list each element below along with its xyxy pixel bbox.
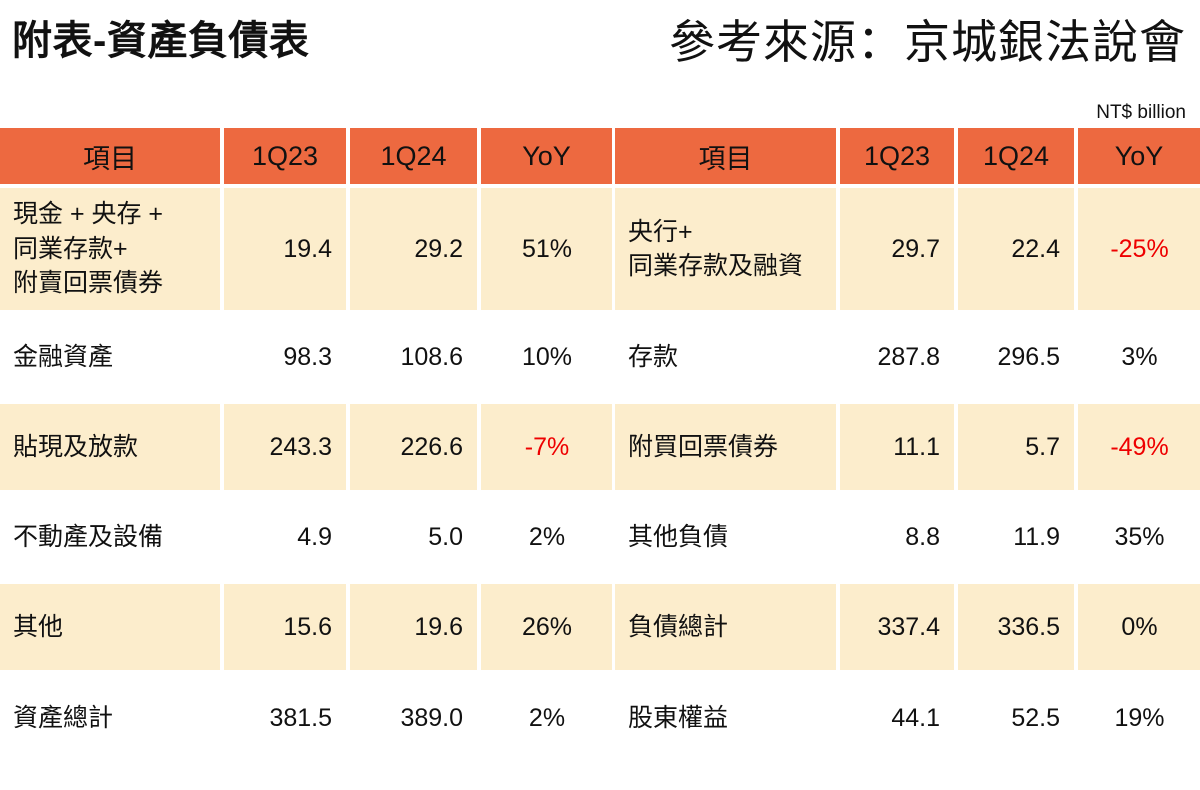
value-1q24: 226.6 — [346, 400, 481, 494]
value-1q24: 5.0 — [346, 490, 481, 584]
column-header-1q23: 1Q23 — [220, 128, 350, 188]
value-yoy: 19% — [1074, 670, 1200, 762]
table-row: 貼現及放款 243.3 226.6 -7% — [0, 400, 612, 494]
column-header-1q24: 1Q24 — [346, 128, 481, 188]
value-1q24: 108.6 — [346, 310, 481, 404]
table-row: 其他 15.6 19.6 26% — [0, 580, 612, 674]
value-1q24: 296.5 — [954, 310, 1078, 404]
table-row: 附買回票債券 11.1 5.7 -49% — [615, 400, 1200, 494]
page-title: 附表-資產負債表 — [12, 19, 310, 63]
value-1q23: 381.5 — [220, 670, 350, 762]
value-yoy: 10% — [477, 310, 612, 404]
row-label: 不動產及設備 — [0, 490, 224, 584]
value-yoy: 35% — [1074, 490, 1200, 584]
value-1q23: 15.6 — [220, 580, 350, 674]
source-title: 參考來源：京城銀法說會 — [669, 16, 1186, 68]
value-1q23: 11.1 — [836, 400, 958, 494]
liabilities-equity-table: 項目 1Q23 1Q24 YoY 央行+ 同業存款及融資 29.7 22.4 -… — [615, 128, 1200, 762]
value-1q24: 11.9 — [954, 490, 1078, 584]
row-label: 存款 — [615, 310, 840, 404]
row-label: 其他負債 — [615, 490, 840, 584]
value-yoy: 3% — [1074, 310, 1200, 404]
column-header-yoy: YoY — [1074, 128, 1200, 188]
value-1q24: 389.0 — [346, 670, 481, 762]
column-header-1q24: 1Q24 — [954, 128, 1078, 188]
table-row: 不動產及設備 4.9 5.0 2% — [0, 490, 612, 584]
row-label: 央行+ 同業存款及融資 — [615, 184, 840, 314]
row-label: 負債總計 — [615, 580, 840, 674]
row-label: 其他 — [0, 580, 224, 674]
column-header-item: 項目 — [0, 128, 224, 188]
value-1q24: 336.5 — [954, 580, 1078, 674]
value-1q24: 5.7 — [954, 400, 1078, 494]
value-1q24: 52.5 — [954, 670, 1078, 762]
table-row: 其他負債 8.8 11.9 35% — [615, 490, 1200, 584]
value-yoy: 2% — [477, 490, 612, 584]
slide-header: 附表-資產負債表 參考來源：京城銀法說會 NT$ billion — [0, 0, 1200, 128]
value-yoy: 51% — [477, 184, 612, 314]
table-row: 央行+ 同業存款及融資 29.7 22.4 -25% — [615, 184, 1200, 314]
value-yoy: 0% — [1074, 580, 1200, 674]
table-header-row: 項目 1Q23 1Q24 YoY — [615, 128, 1200, 188]
table-row: 負債總計 337.4 336.5 0% — [615, 580, 1200, 674]
table-row: 金融資產 98.3 108.6 10% — [0, 310, 612, 404]
assets-table: 項目 1Q23 1Q24 YoY 現金 + 央存 + 同業存款+ 附賣回票債券 … — [0, 128, 612, 762]
value-1q23: 98.3 — [220, 310, 350, 404]
value-1q23: 8.8 — [836, 490, 958, 584]
value-yoy: 2% — [477, 670, 612, 762]
value-1q24: 29.2 — [346, 184, 481, 314]
column-header-1q23: 1Q23 — [836, 128, 958, 188]
row-label: 金融資產 — [0, 310, 224, 404]
row-label: 資產總計 — [0, 670, 224, 762]
table-header-row: 項目 1Q23 1Q24 YoY — [0, 128, 612, 188]
value-yoy: -7% — [477, 400, 612, 494]
value-1q23: 4.9 — [220, 490, 350, 584]
value-yoy: -49% — [1074, 400, 1200, 494]
value-1q23: 337.4 — [836, 580, 958, 674]
column-header-item: 項目 — [615, 128, 840, 188]
value-yoy: 26% — [477, 580, 612, 674]
row-label: 現金 + 央存 + 同業存款+ 附賣回票債券 — [0, 184, 224, 314]
value-1q23: 29.7 — [836, 184, 958, 314]
value-1q23: 44.1 — [836, 670, 958, 762]
value-1q24: 19.6 — [346, 580, 481, 674]
table-row: 現金 + 央存 + 同業存款+ 附賣回票債券 19.4 29.2 51% — [0, 184, 612, 314]
unit-note: NT$ billion — [1096, 102, 1186, 123]
value-1q23: 287.8 — [836, 310, 958, 404]
row-label: 貼現及放款 — [0, 400, 224, 494]
row-label: 附買回票債券 — [615, 400, 840, 494]
table-row: 資產總計 381.5 389.0 2% — [0, 670, 612, 762]
value-1q23: 243.3 — [220, 400, 350, 494]
balance-sheet-tables: 項目 1Q23 1Q24 YoY 現金 + 央存 + 同業存款+ 附賣回票債券 … — [0, 128, 1200, 762]
table-row: 股東權益 44.1 52.5 19% — [615, 670, 1200, 762]
table-row: 存款 287.8 296.5 3% — [615, 310, 1200, 404]
row-label: 股東權益 — [615, 670, 840, 762]
value-1q23: 19.4 — [220, 184, 350, 314]
column-header-yoy: YoY — [477, 128, 612, 188]
value-1q24: 22.4 — [954, 184, 1078, 314]
value-yoy: -25% — [1074, 184, 1200, 314]
